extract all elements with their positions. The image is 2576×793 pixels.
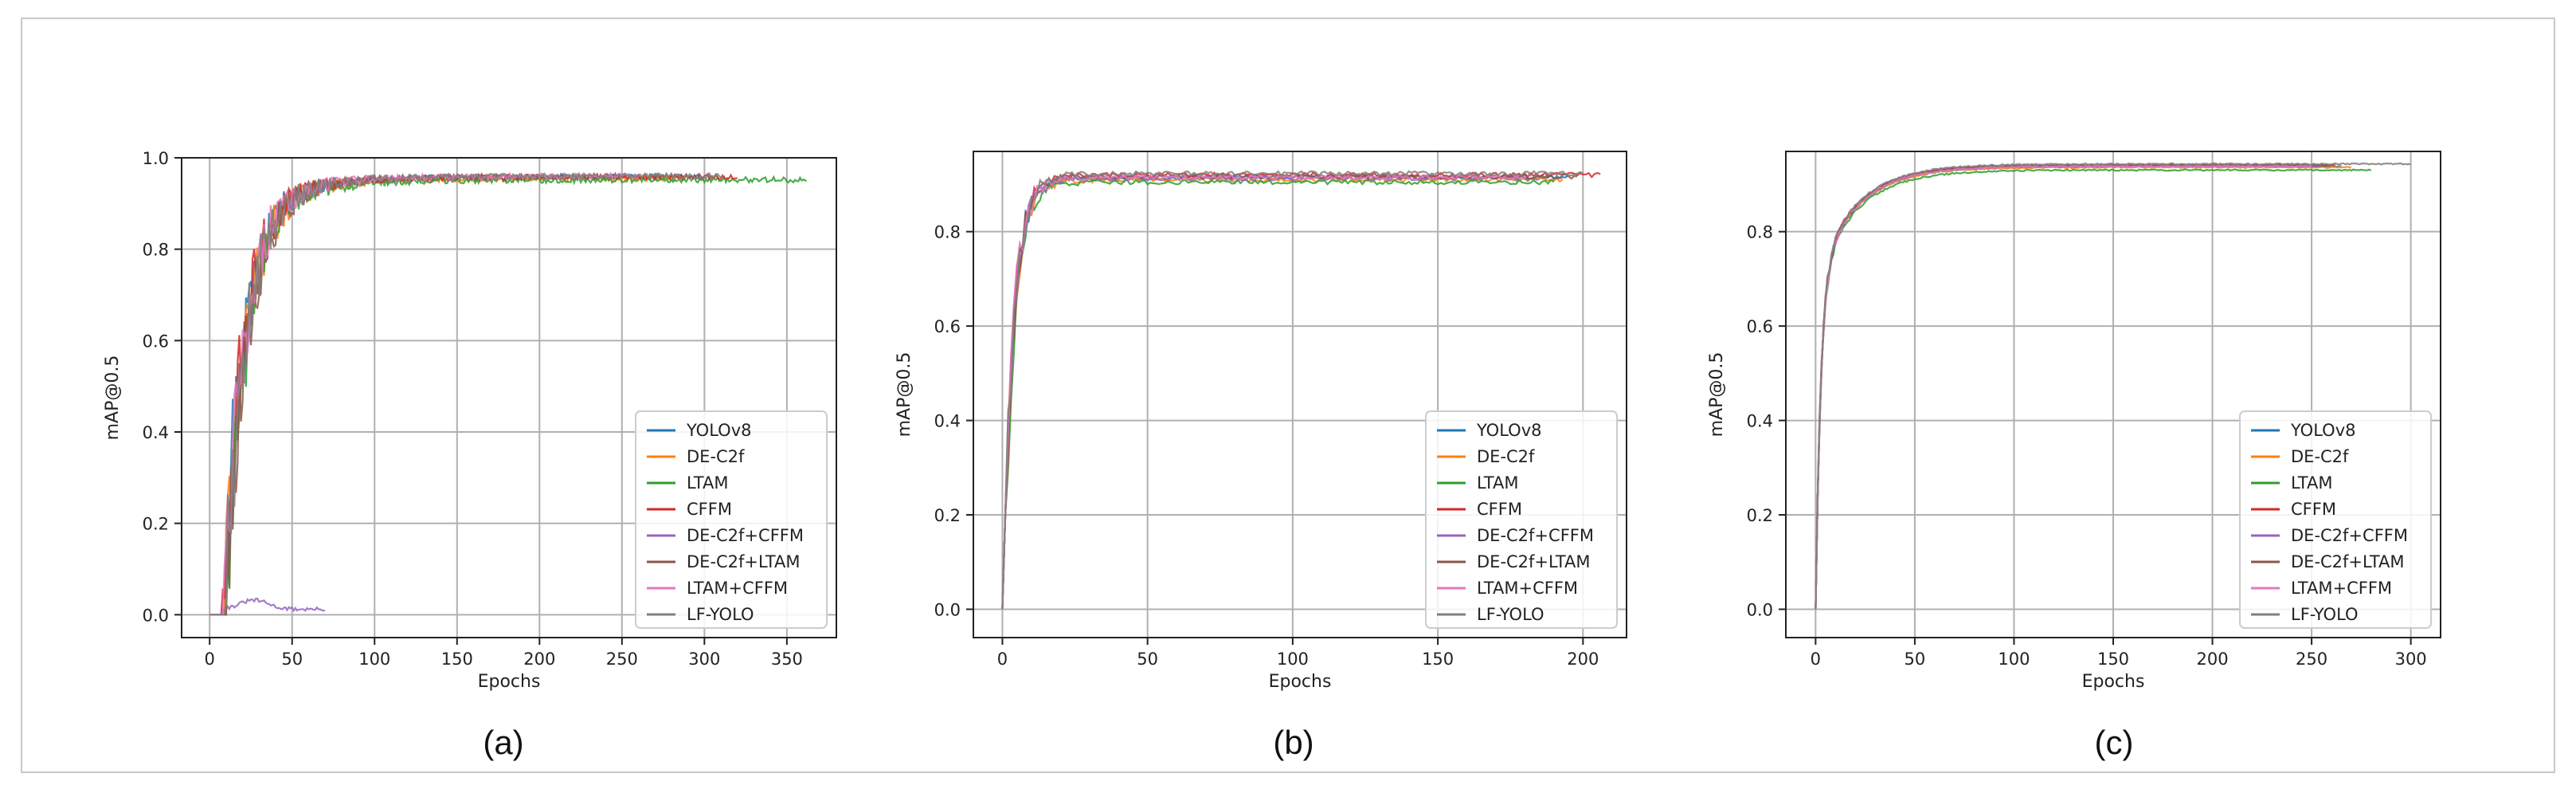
legend-label: YOLOv8 — [686, 421, 751, 440]
legend: YOLOv8 DE-C2f LTAM CFFM DE-C2f+CFFM DE-C2f+LT… — [635, 410, 828, 629]
series-line-DE-C2f — [209, 173, 689, 616]
legend-label: LTAM — [1477, 473, 1519, 493]
x-tick-label: 50 — [1137, 650, 1158, 669]
series-line-DE-C2f+CFFM — [209, 597, 326, 616]
panel-label: (b) — [1273, 724, 1313, 761]
legend-label: DE-C2f+LTAM — [2291, 552, 2405, 571]
legend: YOLOv8 DE-C2f LTAM CFFM DE-C2f+CFFM DE-C2f+LT… — [2239, 410, 2432, 629]
y-tick-label: 0.0 — [143, 606, 169, 625]
y-tick-label: 0.4 — [143, 423, 169, 442]
y-tick-label: 0.0 — [934, 600, 961, 619]
legend-label: LTAM — [2291, 473, 2333, 493]
panel-label: (a) — [483, 724, 523, 761]
y-tick-label: 0.8 — [1747, 223, 1773, 242]
legend-label: DE-C2f+CFFM — [1477, 526, 1594, 545]
series-line-LTAM — [1815, 168, 2372, 610]
x-tick-label: 0 — [205, 650, 215, 669]
legend-box — [1425, 410, 1618, 629]
y-tick-label: 0.6 — [143, 332, 169, 351]
y-tick-label: 0.2 — [143, 515, 169, 534]
x-tick-label: 200 — [1567, 650, 1599, 669]
series-line-LTAM — [209, 175, 807, 616]
figure-frame — [21, 18, 2555, 773]
legend-label: DE-C2f+CFFM — [2291, 526, 2408, 545]
y-tick-label: 0.4 — [934, 412, 961, 431]
x-axis-label: Epochs — [1269, 672, 1332, 692]
chart-panel-1: 0 50 100 150 200 250 300 350 0.0 0.2 0.4 0.6 0.8 1.0 E… — [103, 149, 837, 761]
chart-panel-3: 0 50 100 150 200 250 300 0.0 0.2 0.4 0.6 0.8 Epochs m… — [1707, 151, 2441, 761]
x-tick-label: 150 — [1422, 650, 1454, 669]
legend-label: DE-C2f — [1477, 447, 1535, 466]
x-tick-label: 150 — [2097, 650, 2129, 669]
legend-label: YOLOv8 — [1476, 421, 1541, 440]
y-tick-label: 0.2 — [1747, 506, 1773, 525]
legend-label: DE-C2f+CFFM — [687, 526, 804, 545]
x-tick-label: 100 — [358, 650, 390, 669]
legend-label: LF-YOLO — [2291, 605, 2359, 624]
legend-label: YOLOv8 — [2290, 421, 2355, 440]
legend-box — [635, 410, 828, 629]
legend-label: CFFM — [687, 500, 732, 519]
y-tick-label: 0.8 — [143, 241, 169, 260]
y-tick-label: 0.4 — [1747, 412, 1773, 431]
y-tick-label: 0.0 — [1747, 600, 1773, 619]
legend-label: DE-C2f+LTAM — [687, 552, 801, 571]
plot-frame — [973, 151, 1627, 638]
series-line-LTAM+CFFM — [1815, 164, 2312, 610]
legend-label: LF-YOLO — [687, 605, 754, 624]
y-tick-label: 0.6 — [1747, 317, 1773, 336]
x-tick-label: 0 — [997, 650, 1008, 669]
legend-label: LF-YOLO — [1477, 605, 1544, 624]
legend-label: LTAM+CFFM — [687, 579, 788, 598]
y-tick-label: 1.0 — [143, 149, 169, 168]
x-axis-label: Epochs — [478, 672, 541, 692]
x-tick-label: 250 — [2296, 650, 2327, 669]
legend-label: DE-C2f+LTAM — [1477, 552, 1591, 571]
x-tick-label: 200 — [523, 650, 555, 669]
series-group — [1001, 170, 1601, 610]
x-tick-label: 100 — [1277, 650, 1309, 669]
series-line-LF-YOLO — [1815, 162, 2411, 610]
legend-label: LTAM+CFFM — [1477, 579, 1578, 598]
x-tick-label: 50 — [281, 650, 303, 669]
x-tick-label: 350 — [771, 650, 803, 669]
x-tick-label: 200 — [2196, 650, 2228, 669]
x-tick-label: 250 — [606, 650, 638, 669]
x-axis-label: Epochs — [2082, 672, 2145, 692]
series-line-LTAM+CFFM — [1001, 173, 1525, 610]
legend-label: CFFM — [1477, 500, 1522, 519]
x-tick-label: 50 — [1905, 650, 1926, 669]
legend-label: LTAM+CFFM — [2291, 579, 2392, 598]
series-line-LF-YOLO — [209, 171, 722, 616]
legend-label: DE-C2f — [2291, 447, 2349, 466]
series-line-LTAM+CFFM — [209, 171, 640, 616]
legend-label: DE-C2f — [687, 447, 745, 466]
series-group — [209, 171, 807, 616]
legend-box — [2239, 410, 2432, 629]
series-group — [1815, 162, 2411, 610]
x-tick-label: 0 — [1811, 650, 1821, 669]
y-tick-label: 0.2 — [934, 506, 961, 525]
legend: YOLOv8 DE-C2f LTAM CFFM DE-C2f+CFFM DE-C2f+LT… — [1425, 410, 1618, 629]
panel-label: (c) — [2095, 724, 2134, 761]
x-tick-label: 300 — [688, 650, 720, 669]
y-axis-label: mAP@0.5 — [895, 352, 914, 438]
series-line-LTAM — [1001, 178, 1555, 610]
y-tick-label: 0.8 — [934, 223, 961, 242]
chart-panel-2: 0 50 100 150 200 0.0 0.2 0.4 0.6 0.8 Epochs mAP@0.5… — [895, 151, 1627, 761]
series-line-LF-YOLO — [1001, 170, 1584, 610]
x-tick-label: 300 — [2395, 650, 2427, 669]
legend-label: LTAM — [687, 473, 729, 493]
legend-label: CFFM — [2291, 500, 2336, 519]
y-axis-label: mAP@0.5 — [103, 355, 123, 441]
plot-frame — [181, 157, 837, 638]
y-axis-label: mAP@0.5 — [1707, 352, 1727, 438]
x-tick-label: 100 — [1998, 650, 2030, 669]
y-tick-label: 0.6 — [934, 317, 961, 336]
x-tick-label: 150 — [441, 650, 473, 669]
